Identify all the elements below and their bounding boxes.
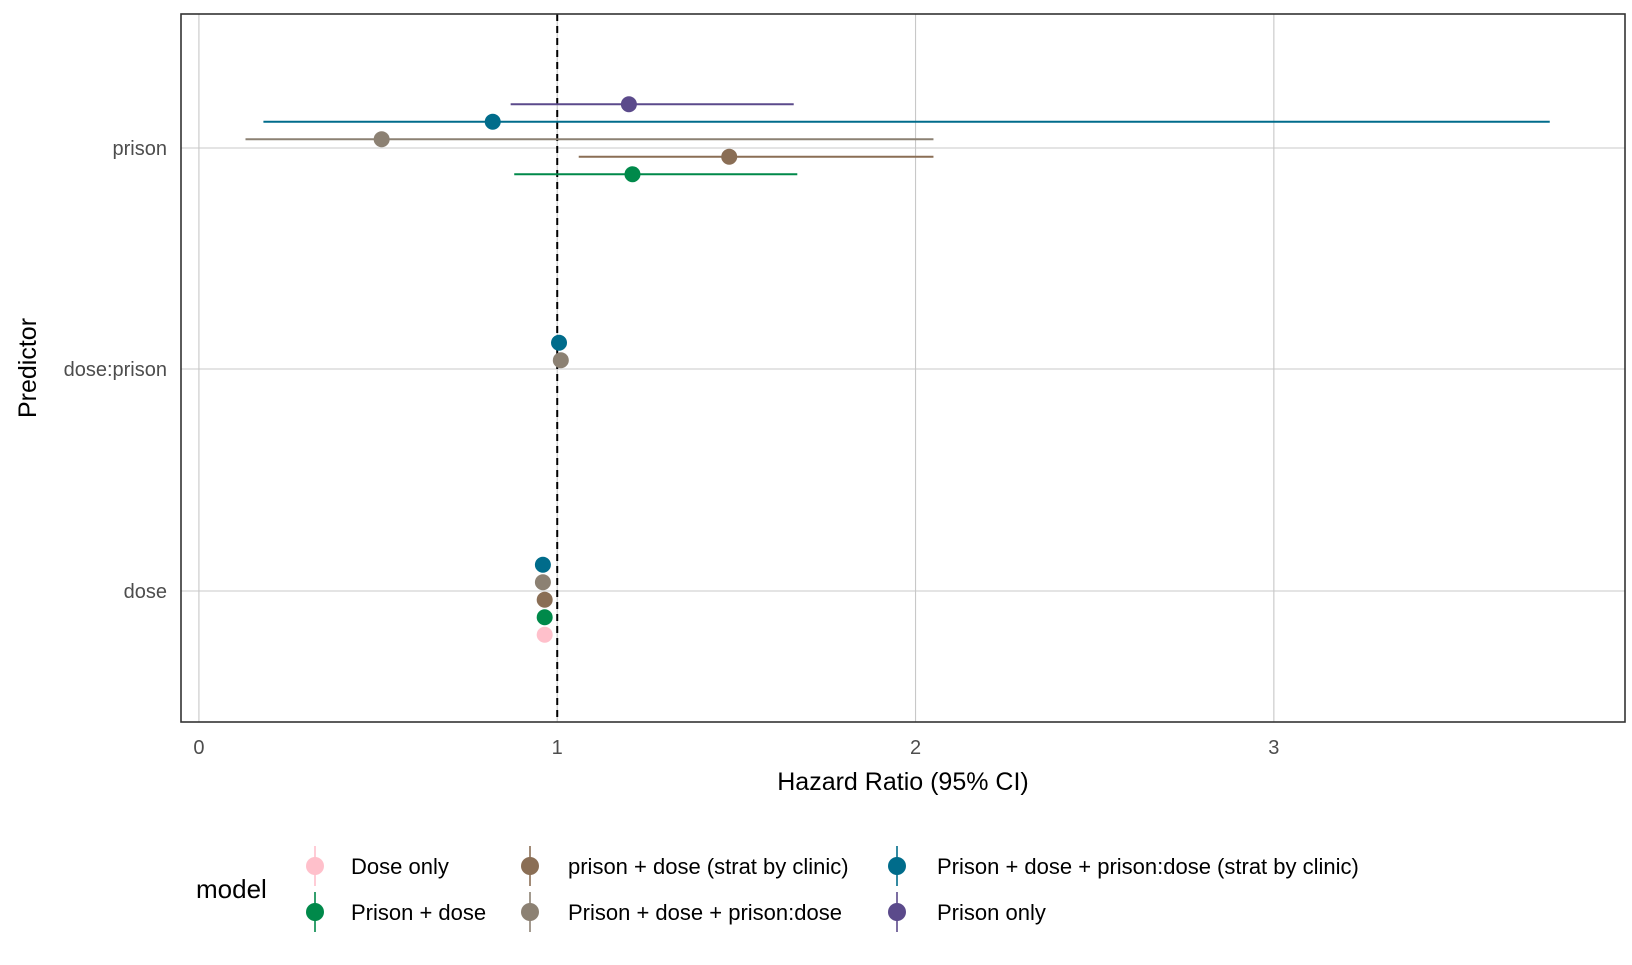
estimate-point bbox=[620, 96, 637, 113]
estimate-point bbox=[534, 574, 551, 591]
legend-label: Prison + dose + prison:dose (strat by cl… bbox=[937, 854, 1359, 879]
legend-key-point bbox=[521, 857, 539, 875]
legend-key-point bbox=[521, 903, 539, 921]
legend-label: prison + dose (strat by clinic) bbox=[568, 854, 849, 879]
data-marks bbox=[245, 96, 1550, 643]
estimate-point bbox=[552, 352, 569, 369]
gridlines bbox=[181, 14, 1625, 722]
estimate-point bbox=[624, 166, 641, 183]
legend: model Dose only Prison + dose prison + dos… bbox=[196, 846, 1359, 932]
legend-label: Prison + dose + prison:dose bbox=[568, 900, 842, 925]
legend-key-point bbox=[888, 857, 906, 875]
legend-key-point bbox=[888, 903, 906, 921]
estimate-point bbox=[484, 113, 501, 130]
estimate-point bbox=[551, 334, 568, 351]
legend-item: Prison + dose + prison:dose bbox=[521, 892, 842, 932]
plot-panel-border bbox=[180, 13, 1626, 723]
x-tick-label: 1 bbox=[552, 737, 563, 759]
estimate-point bbox=[373, 131, 390, 148]
legend-label: Prison only bbox=[937, 900, 1046, 925]
legend-key-point bbox=[306, 857, 324, 875]
estimate-point bbox=[536, 609, 553, 626]
legend-item: Prison only bbox=[888, 892, 1046, 932]
y-tick-label: dose:prison bbox=[64, 359, 167, 381]
estimate-point bbox=[534, 556, 551, 573]
y-tick-label: dose bbox=[124, 581, 167, 603]
x-tick-label: 2 bbox=[910, 737, 921, 759]
legend-key-point bbox=[306, 903, 324, 921]
legend-label: Dose only bbox=[351, 854, 449, 879]
estimate-point bbox=[536, 591, 553, 608]
x-axis-title: Hazard Ratio (95% CI) bbox=[777, 768, 1028, 796]
legend-label: Prison + dose bbox=[351, 900, 486, 925]
x-tick-label: 0 bbox=[193, 737, 204, 759]
legend-item: prison + dose (strat by clinic) bbox=[521, 846, 849, 886]
estimate-point bbox=[721, 148, 738, 165]
legend-title: model bbox=[196, 874, 267, 904]
y-axis-title: Predictor bbox=[14, 318, 42, 418]
estimate-point bbox=[536, 626, 553, 643]
x-tick-label: 3 bbox=[1268, 737, 1279, 759]
legend-item: Dose only bbox=[306, 846, 449, 886]
y-axis-ticks: dose dose:prison prison bbox=[64, 138, 167, 603]
y-tick-label: prison bbox=[113, 138, 167, 160]
legend-item: Prison + dose bbox=[306, 892, 486, 932]
legend-item: Prison + dose + prison:dose (strat by cl… bbox=[888, 846, 1359, 886]
x-axis-ticks: 0 1 2 3 bbox=[193, 737, 1279, 759]
